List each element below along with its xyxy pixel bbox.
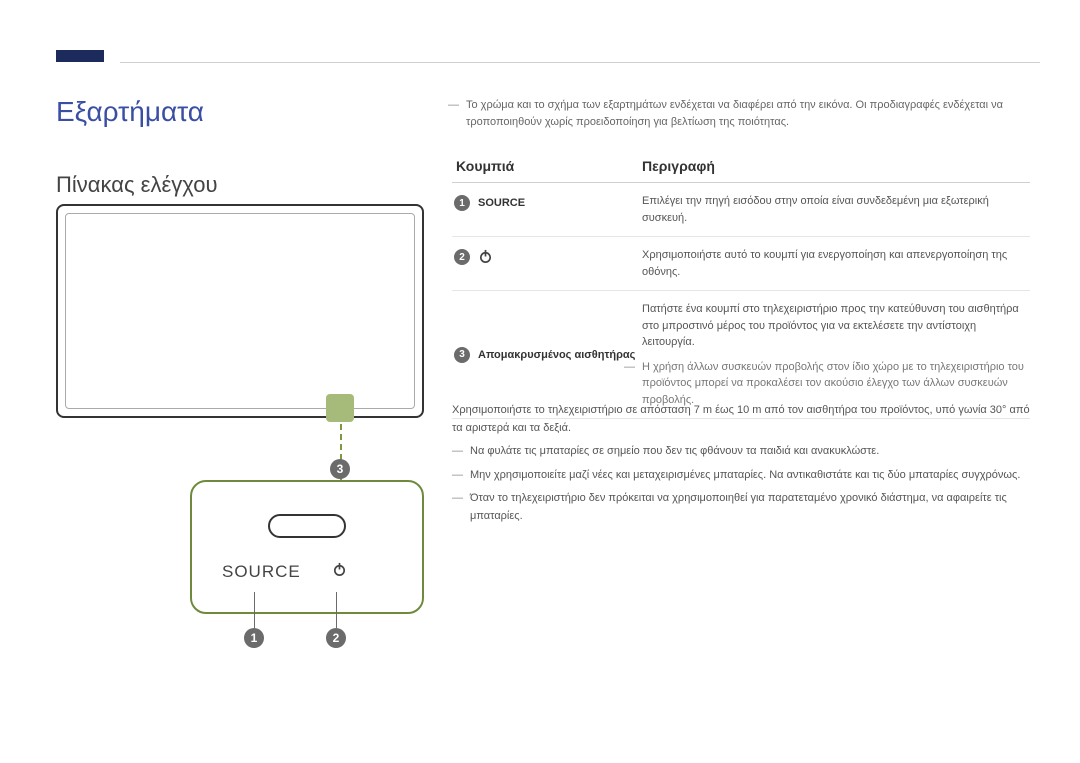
note-item: Να φυλάτε τις μπαταρίες σε σημείο που δε… xyxy=(452,443,1030,461)
callout-1-num: 1 xyxy=(244,628,264,648)
note-text: Να φυλάτε τις μπαταρίες σε σημείο που δε… xyxy=(470,443,1030,461)
leader-line-2 xyxy=(336,592,337,628)
row-desc: Επιλέγει την πηγή εισόδου στην οποία είν… xyxy=(642,193,1030,226)
row-label: SOURCE xyxy=(478,195,525,212)
source-button-label: SOURCE xyxy=(222,562,301,582)
note-text: Όταν το τηλεχειριστήριο δεν πρόκειται να… xyxy=(470,490,1030,525)
row-subnote: Η χρήση άλλων συσκευών προβολής στον ίδι… xyxy=(642,359,1030,409)
button-panel: SOURCE xyxy=(190,480,424,614)
row-key: 3 Απομακρυσμένος αισθητήρας xyxy=(452,345,642,365)
page-title: Εξαρτήματα xyxy=(56,96,204,128)
note-text: Μην χρησιμοποιείτε μαζί νέες και μεταχει… xyxy=(470,467,1030,485)
row-desc-text: Πατήστε ένα κουμπί στο τηλεχειριστήριο π… xyxy=(642,303,1019,348)
power-icon xyxy=(332,562,347,582)
table-row: 1 SOURCE Επιλέγει την πηγή εισόδου στην … xyxy=(452,183,1030,237)
row-num-icon: 2 xyxy=(454,249,470,265)
panel-slot xyxy=(268,514,346,538)
buttons-table: Κουμπιά Περιγραφή 1 SOURCE Επιλέγει την … xyxy=(452,150,1030,419)
row-num-icon: 3 xyxy=(454,347,470,363)
header-buttons: Κουμπιά xyxy=(452,158,642,174)
row-key: 2 xyxy=(452,247,642,270)
row-key: 1 SOURCE xyxy=(452,193,642,212)
table-row: 2 Χρησιμοποιήστε αυτό το κουμπί για ενερ… xyxy=(452,237,1030,291)
top-note-text: Το χρώμα και το σχήμα των εξαρτημάτων εν… xyxy=(466,97,1030,130)
row-num-icon: 1 xyxy=(454,195,470,211)
leader-line-1 xyxy=(254,592,255,628)
power-icon xyxy=(478,249,493,270)
callout-2: 2 xyxy=(326,628,346,648)
callout-2-num: 2 xyxy=(326,628,346,648)
callout-3: 3 xyxy=(330,459,350,479)
row-subnote-text: Η χρήση άλλων συσκευών προβολής στον ίδι… xyxy=(642,359,1030,409)
row-desc: Χρησιμοποιήστε αυτό το κουμπί για ενεργο… xyxy=(642,247,1030,280)
callout-1: 1 xyxy=(244,628,264,648)
header-description: Περιγραφή xyxy=(642,158,1030,174)
note-text: Χρησιμοποιήστε το τηλεχειριστήριο σε από… xyxy=(452,404,1030,434)
remote-sensor-marker xyxy=(326,394,354,422)
row-label: Απομακρυσμένος αισθητήρας xyxy=(478,347,635,365)
note-item: Χρησιμοποιήστε το τηλεχειριστήριο σε από… xyxy=(452,402,1030,437)
table-row: 3 Απομακρυσμένος αισθητήρας Πατήστε ένα … xyxy=(452,291,1030,419)
note-item: Όταν το τηλεχειριστήριο δεν πρόκειται να… xyxy=(452,490,1030,525)
top-rule xyxy=(120,62,1040,63)
monitor-outline xyxy=(56,204,424,418)
footer-notes: Χρησιμοποιήστε το τηλεχειριστήριο σε από… xyxy=(452,402,1030,532)
section-subtitle: Πίνακας ελέγχου xyxy=(56,172,218,198)
note-item: Μην χρησιμοποιείτε μαζί νέες και μεταχει… xyxy=(452,467,1030,485)
callout-3-num: 3 xyxy=(330,459,350,479)
table-header: Κουμπιά Περιγραφή xyxy=(452,150,1030,183)
row-desc: Πατήστε ένα κουμπί στο τηλεχειριστήριο π… xyxy=(642,301,1030,408)
top-note: Το χρώμα και το σχήμα των εξαρτημάτων εν… xyxy=(466,97,1030,130)
control-panel-diagram xyxy=(56,204,424,418)
accent-bar xyxy=(56,50,104,62)
